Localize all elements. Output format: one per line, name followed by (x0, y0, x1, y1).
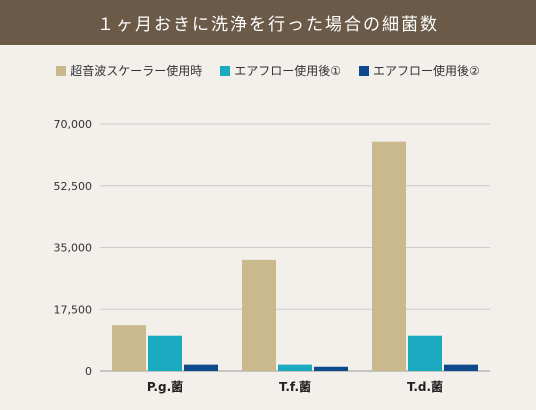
x-category-label: T.d.菌 (407, 379, 443, 394)
chart-title: １ヶ月おきに洗浄を行った場合の細菌数 (0, 0, 536, 45)
bar (278, 364, 312, 371)
y-tick-label: 17,500 (54, 303, 93, 316)
y-tick-label: 70,000 (54, 118, 93, 131)
legend-label-airflow-1: エアフロー使用後① (234, 64, 341, 78)
legend-swatch-airflow-1 (220, 65, 231, 76)
legend-label-airflow-2: エアフロー使用後② (373, 64, 480, 78)
legend-swatch-ultrasonic (56, 65, 67, 76)
y-tick-label: 0 (85, 365, 92, 378)
bar (314, 366, 348, 371)
x-category-label: P.g.菌 (147, 379, 183, 394)
legend-swatch-airflow-2 (359, 65, 369, 76)
y-tick-label: 35,000 (54, 242, 93, 255)
bar (242, 259, 276, 371)
legend-item-airflow-1: エアフロー使用後① (220, 62, 341, 79)
legend-item-airflow-2: エアフロー使用後② (359, 62, 480, 79)
legend: 超音波スケーラー使用時 エアフロー使用後① エアフロー使用後② (0, 62, 536, 79)
legend-item-ultrasonic: 超音波スケーラー使用時 (56, 62, 202, 79)
bar (112, 325, 146, 371)
x-category-label: T.f.菌 (279, 379, 311, 394)
legend-label-ultrasonic: 超音波スケーラー使用時 (70, 64, 203, 78)
bar (184, 364, 218, 371)
bar (444, 364, 478, 371)
y-tick-label: 52,500 (54, 180, 93, 193)
bar (408, 335, 442, 371)
bar (372, 141, 406, 371)
bar (148, 335, 182, 371)
